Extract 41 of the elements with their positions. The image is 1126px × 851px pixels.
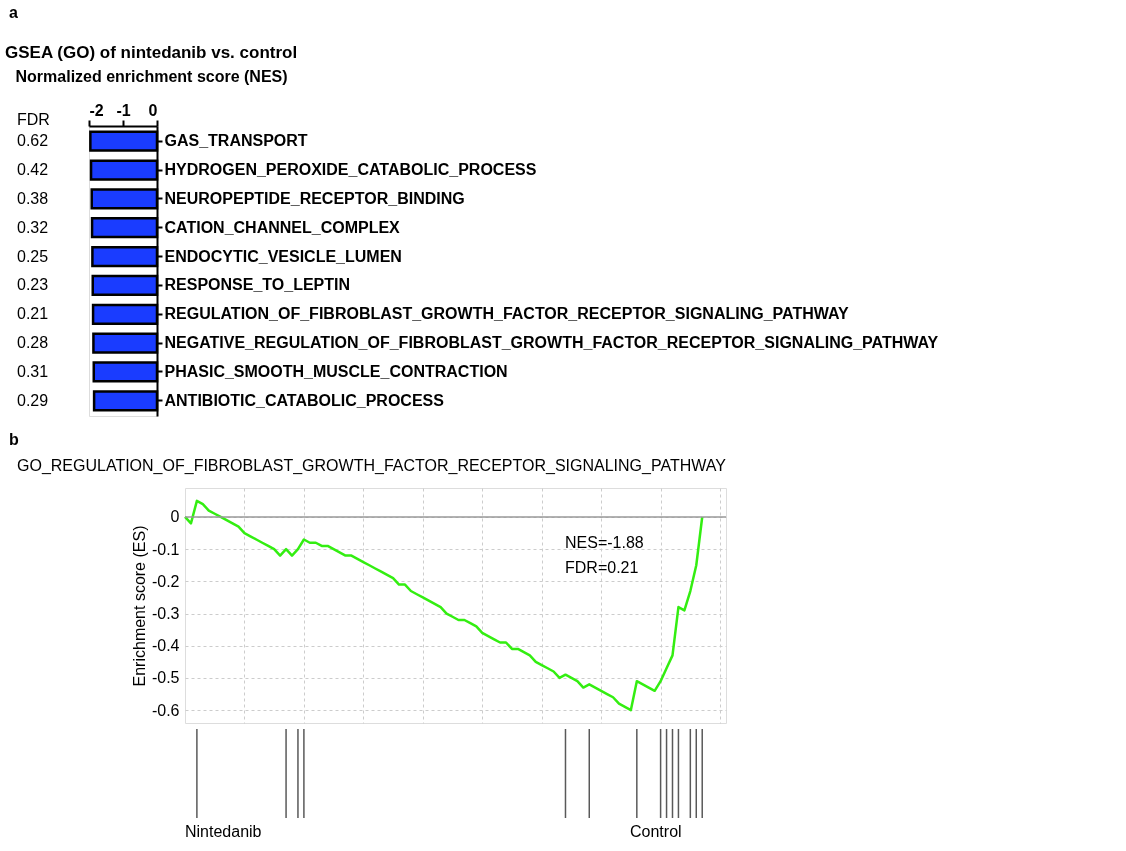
y-tick-label: -0.1 bbox=[151, 540, 180, 558]
text: 0.23 bbox=[17, 276, 49, 294]
text: FDR bbox=[17, 111, 50, 128]
y-tick-label: PHASIC_SMOOTH_MUSCLE_CONTRACTION bbox=[164, 363, 508, 380]
annotation: FDR=0.21 bbox=[565, 559, 639, 576]
y-tick-label: -0.4 bbox=[151, 637, 180, 655]
text: 0.38 bbox=[17, 189, 49, 207]
y-tick-label: HYDROGEN_PEROXIDE_CATABOLIC_PROCESS bbox=[164, 161, 537, 178]
text: 0.32 bbox=[17, 218, 49, 236]
x-tick-label: -1 bbox=[116, 101, 131, 119]
y-tick-label: CATION_CHANNEL_COMPLEX bbox=[164, 218, 401, 236]
chart-title: GSEA (GO) of nintedanib vs. control bbox=[5, 43, 298, 62]
y-tick-label: NEGATIVE_REGULATION_OF_FIBROBLAST_GROWTH_FACTOR_RECEPTOR_SIGNALING_PATHWAY bbox=[164, 334, 939, 352]
text: 0.28 bbox=[17, 334, 49, 352]
y-axis-title: Enrichment score (ES) bbox=[130, 525, 148, 687]
y-tick-label: NEUROPEPTIDE_RECEPTOR_BINDING bbox=[164, 189, 465, 207]
y-tick-label: ENDOCYTIC_VESICLE_LUMEN bbox=[164, 247, 402, 265]
y-tick-label: ANTIBIOTIC_CATABOLIC_PROCESS bbox=[164, 391, 445, 409]
y-tick-label: REGULATION_OF_FIBROBLAST_GROWTH_FACTOR_RECEPTOR_SIGNALING_PATHWAY bbox=[164, 305, 850, 323]
text: 0.21 bbox=[17, 305, 49, 323]
y-tick-label: RESPONSE_TO_LEPTIN bbox=[164, 276, 351, 294]
line-series bbox=[183, 499, 704, 712]
y-tick-label: -0.2 bbox=[151, 572, 180, 590]
y-tick-label: GAS_TRANSPORT bbox=[164, 132, 308, 150]
x-tick-label: -2 bbox=[89, 101, 104, 119]
annotation: NES=-1.88 bbox=[565, 534, 644, 551]
y-tick-label: -0.5 bbox=[151, 669, 180, 687]
text: 0.42 bbox=[17, 161, 49, 178]
text: b bbox=[9, 431, 19, 448]
text: a bbox=[9, 4, 18, 21]
y-tick-label: -0.6 bbox=[151, 701, 180, 719]
chart-title: GO_REGULATION_OF_FIBROBLAST_GROWTH_FACTOR_RECEPTOR_SIGNALING_PATHWAY bbox=[17, 457, 727, 475]
text: Nintedanib bbox=[185, 823, 262, 840]
text: 0.62 bbox=[17, 132, 49, 150]
y-tick-label: 0 bbox=[170, 508, 180, 526]
y-tick-label: -0.3 bbox=[151, 605, 180, 623]
text: 0.29 bbox=[17, 391, 49, 409]
x-axis-title: Normalized enrichment score (NES) bbox=[15, 67, 288, 85]
text: 0.25 bbox=[17, 247, 49, 265]
text: 0.31 bbox=[17, 363, 49, 380]
text: Control bbox=[630, 823, 682, 840]
